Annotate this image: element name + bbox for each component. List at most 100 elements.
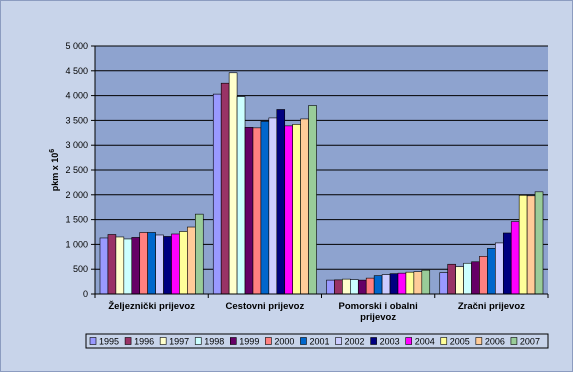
bars	[99, 72, 544, 295]
legend-swatch	[370, 337, 377, 345]
legend-label: 1995	[99, 337, 119, 347]
bar	[334, 279, 343, 295]
legend-swatch	[124, 337, 132, 345]
legend-swatch	[440, 337, 448, 345]
legend-label: 2005	[450, 337, 470, 347]
legend-swatch	[194, 337, 202, 345]
bar	[252, 127, 262, 295]
legend-label: 1998	[204, 337, 224, 347]
legend-swatch	[405, 337, 412, 345]
x-category-label: Cestovni prijevoz	[226, 301, 305, 312]
bar	[163, 236, 172, 295]
gridlines	[95, 45, 548, 270]
bar	[479, 256, 488, 295]
legend-swatch	[335, 337, 342, 345]
bar	[495, 242, 504, 295]
legend: 1995 1996 1997 1998 1999 2000 2001 2002 2003 2004…	[85, 333, 549, 349]
legend-swatch	[510, 337, 518, 345]
bar	[147, 232, 156, 295]
bar	[365, 277, 375, 295]
bar	[439, 272, 448, 295]
bar	[373, 275, 383, 295]
bar	[510, 221, 520, 295]
y-tick-label: 500	[73, 264, 88, 274]
bar	[212, 93, 222, 295]
y-tick-label: 1 000	[65, 239, 88, 249]
axes: 0 500 1 000 1 500 2 000 2 500 3 000 3 500 4 000 4…	[65, 41, 549, 323]
bar	[518, 194, 528, 295]
bar	[171, 233, 180, 295]
bar	[179, 231, 188, 295]
bar	[471, 261, 480, 295]
bar	[397, 272, 407, 295]
legend-label: 1997	[169, 337, 189, 347]
legend-label: 1996	[134, 337, 154, 347]
bar	[123, 238, 133, 295]
legend-swatch	[300, 337, 307, 345]
bar	[300, 118, 309, 295]
bar	[260, 121, 270, 295]
y-tick-label: 1 500	[65, 215, 88, 225]
y-tick-label: 2 000	[65, 190, 88, 200]
bar	[115, 236, 125, 295]
bar	[389, 273, 399, 295]
legend-label: 2007	[520, 337, 540, 347]
y-tick-label: 0	[83, 289, 88, 299]
bar	[276, 109, 286, 295]
bar	[220, 82, 230, 295]
bar	[526, 195, 536, 295]
x-category-label: Željeznički prijevoz	[108, 300, 195, 312]
legend-swatch	[265, 337, 272, 345]
legend-label: 2004	[415, 337, 435, 347]
bar	[350, 279, 359, 295]
bar	[244, 127, 254, 295]
y-axis-label: pkm x 106	[49, 149, 60, 192]
bar	[139, 232, 148, 295]
y-tick-label: 4 500	[65, 66, 88, 76]
legend-label: 2003	[380, 337, 400, 347]
legend-swatch	[159, 337, 167, 345]
legend-swatch	[475, 337, 483, 345]
legend-label: 1999	[239, 337, 259, 347]
bar	[284, 125, 293, 295]
bar	[342, 278, 351, 295]
bar	[405, 271, 415, 295]
bar	[155, 234, 164, 295]
bar	[381, 274, 391, 295]
bar	[421, 269, 431, 295]
bar	[487, 248, 496, 295]
bar	[107, 234, 117, 295]
bar	[292, 124, 301, 295]
x-category-label: prijevoz	[360, 312, 396, 323]
bar	[502, 232, 512, 295]
legend-swatch	[230, 337, 237, 345]
bar	[326, 279, 335, 295]
bar	[455, 266, 464, 295]
bar	[99, 237, 109, 295]
bar	[236, 96, 246, 295]
bar	[413, 271, 423, 295]
bar	[357, 279, 367, 295]
y-tick-label: 2 500	[65, 165, 88, 175]
bar	[463, 262, 472, 295]
y-tick-label: 5 000	[65, 41, 88, 51]
legend-label: 2000	[274, 337, 294, 347]
bar	[195, 213, 204, 295]
y-tick-label: 4 000	[65, 91, 88, 101]
bar	[447, 263, 456, 295]
bar	[187, 226, 196, 295]
bar	[534, 191, 544, 295]
bar	[308, 105, 317, 295]
legend-label: 2006	[485, 337, 505, 347]
legend-box	[85, 333, 549, 349]
x-category-label: Zračni prijevoz	[458, 301, 525, 312]
legend-swatch	[89, 337, 97, 345]
y-tick-label: 3 000	[65, 140, 88, 150]
y-tick-label: 3 500	[65, 115, 88, 125]
legend-label: 2002	[345, 337, 365, 347]
bar	[131, 237, 141, 295]
legend-label: 2001	[309, 337, 329, 347]
bar	[228, 72, 238, 295]
x-category-label: Pomorski i obalni	[339, 301, 418, 312]
